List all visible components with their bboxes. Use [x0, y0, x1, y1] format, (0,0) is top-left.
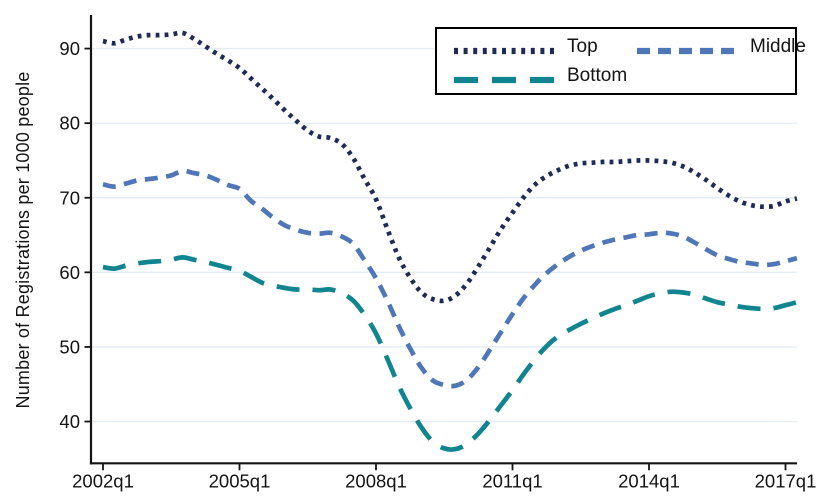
- series-line-bottom: [102, 255, 798, 452]
- legend-label-middle: Middle: [750, 35, 806, 57]
- x-tick-label: 2005q1: [209, 470, 271, 491]
- legend-item-top: Top: [454, 36, 637, 58]
- legend-swatch-middle-line-icon: [637, 41, 737, 54]
- x-tick-label: 2002q1: [72, 470, 134, 491]
- y-tick-label: 60: [59, 262, 80, 283]
- legend: Top Middle Bottom: [435, 27, 806, 95]
- legend-swatch-bottom-line-icon: [454, 70, 554, 83]
- series-line-middle: [102, 168, 798, 389]
- legend-label-top: Top: [567, 35, 598, 57]
- y-tick-label: 50: [59, 336, 80, 357]
- series-line-top: [102, 30, 798, 304]
- y-tick-label: 40: [59, 411, 80, 432]
- legend-swatch-top-line-icon: [454, 41, 554, 54]
- y-tick-label: 80: [59, 113, 80, 134]
- legend-label-bottom: Bottom: [567, 64, 628, 86]
- x-tick-label: 2011q1: [482, 470, 542, 491]
- legend-item-bottom: Bottom: [454, 65, 637, 87]
- legend-item-middle: Middle: [637, 36, 806, 58]
- x-tick-label: 2014q1: [618, 470, 680, 491]
- y-tick-label: 90: [59, 38, 80, 59]
- y-tick-label: 70: [59, 187, 80, 208]
- x-tick-label: 2008q1: [345, 470, 407, 491]
- x-tick-label: 2017q1: [755, 470, 817, 491]
